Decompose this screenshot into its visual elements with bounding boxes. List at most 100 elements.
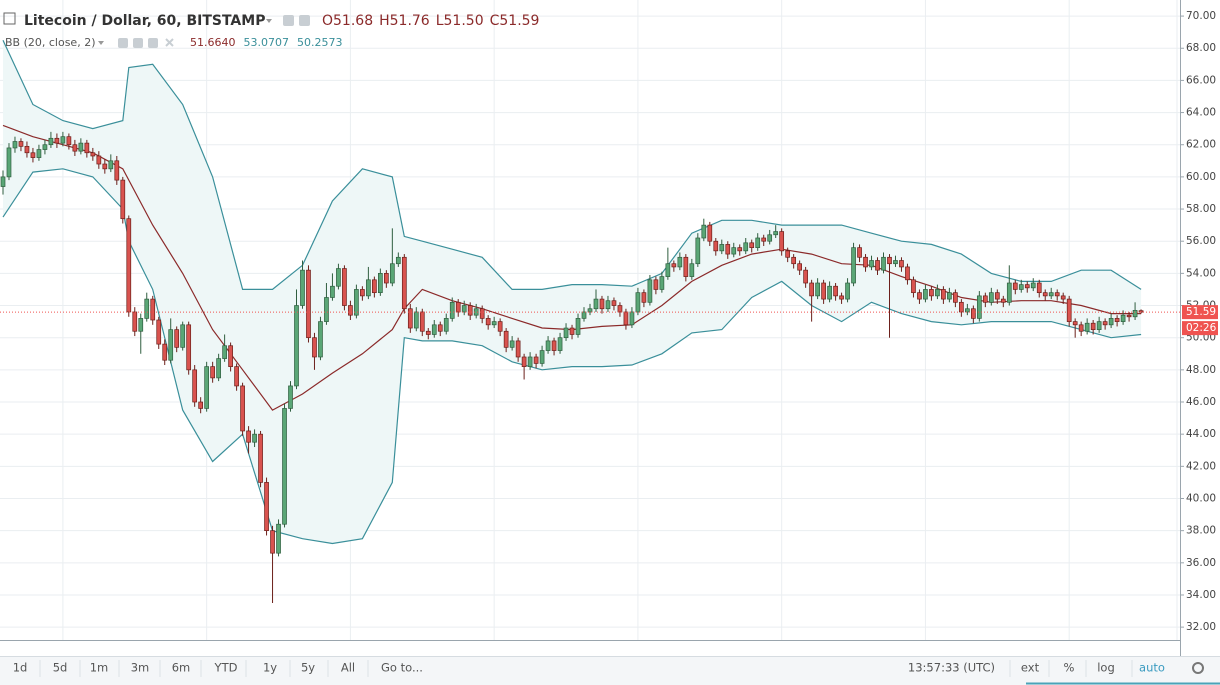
candle-body: [659, 276, 665, 290]
candle-body: [312, 337, 317, 358]
candle-body: [563, 327, 569, 339]
candle-body: [791, 256, 797, 265]
candle-body: [695, 237, 701, 265]
candle-body: [863, 256, 868, 268]
candle-body: [264, 482, 269, 532]
y-tick-label: 48.00: [1186, 364, 1216, 376]
candle-body: [455, 301, 461, 313]
toolbar-buttons: 1d 5d 1m 3m 6m YTD 1y 5y All Go to... 13:57:33 (UT…: [13, 660, 1165, 677]
candle-body: [1102, 321, 1108, 326]
candle-body: [198, 401, 204, 409]
candle-body: [401, 256, 407, 310]
icon[interactable]: [118, 38, 128, 48]
ohlc-value: C51.59: [490, 13, 540, 29]
range-button[interactable]: 1d: [13, 661, 28, 675]
candle-body: [204, 366, 209, 409]
candle-body: [971, 308, 976, 319]
candle-body: [18, 141, 24, 147]
candle-body: [318, 321, 323, 358]
candle-body: [210, 366, 215, 379]
candle-body: [893, 260, 898, 265]
candle-body: [623, 311, 629, 326]
candle-body: [342, 268, 347, 306]
dropdown-icon[interactable]: [98, 41, 104, 45]
candle-body: [222, 345, 227, 359]
candle-body: [6, 147, 12, 178]
candle-body: [701, 224, 707, 239]
candle-body: [425, 330, 431, 335]
candle-body: [467, 305, 473, 316]
candle-body: [96, 155, 102, 165]
candle-body: [527, 356, 533, 367]
icon[interactable]: [148, 38, 158, 48]
candle-body: [443, 318, 449, 332]
option-button[interactable]: ext: [1021, 661, 1040, 675]
y-tick-label: 62.00: [1186, 139, 1216, 151]
settings-icon[interactable]: [1192, 662, 1204, 674]
candle-body: [515, 340, 521, 358]
candle-body: [905, 266, 910, 281]
y-tick-label: 68.00: [1186, 42, 1216, 54]
range-button[interactable]: 1y: [263, 661, 277, 675]
range-button[interactable]: All: [341, 661, 355, 675]
candle-body: [767, 234, 773, 242]
close-icon[interactable]: [165, 38, 174, 47]
indicator-label: BB (20, close, 2): [5, 36, 96, 49]
range-button[interactable]: 1m: [90, 661, 109, 675]
option-button[interactable]: log: [1097, 661, 1115, 675]
candle-body: [1060, 295, 1066, 300]
range-button[interactable]: 6m: [172, 661, 191, 675]
icon[interactable]: [299, 15, 310, 26]
candle-body: [1024, 284, 1030, 289]
candle-body: [497, 321, 503, 332]
candle-body: [755, 237, 761, 248]
range-button[interactable]: 5y: [301, 661, 315, 675]
candle-body: [593, 298, 599, 310]
candle-body: [641, 292, 647, 303]
range-button[interactable]: YTD: [214, 661, 238, 675]
candle-body: [228, 345, 233, 367]
icon[interactable]: [133, 38, 143, 48]
icon[interactable]: [283, 15, 294, 26]
candle-body: [1120, 314, 1126, 322]
candle-body: [42, 144, 48, 150]
candle-body: [258, 433, 263, 483]
candle-body: [54, 137, 60, 144]
candle-body: [72, 144, 78, 152]
candle-body: [168, 329, 174, 361]
candle-body: [647, 279, 653, 303]
option-button[interactable]: auto: [1139, 661, 1165, 675]
candle-body: [282, 408, 287, 525]
candle-body: [982, 295, 988, 303]
option-button[interactable]: %: [1064, 661, 1075, 675]
candle-body: [180, 324, 186, 348]
candle-body: [102, 163, 108, 170]
candle-body: [360, 289, 365, 297]
candle-body: [665, 263, 671, 277]
candle-body: [449, 301, 455, 319]
candle-body: [395, 256, 401, 265]
dropdown-icon[interactable]: [266, 19, 272, 23]
candle-body: [324, 297, 329, 322]
candle-body: [234, 366, 239, 387]
range-button[interactable]: 5d: [53, 661, 68, 675]
goto-button[interactable]: Go to...: [381, 661, 423, 675]
candle-body: [941, 289, 946, 300]
range-button[interactable]: 3m: [131, 661, 150, 675]
candle-body: [1006, 282, 1012, 303]
candle-body: [509, 340, 515, 348]
y-axis: 32.00 34.00 36.00 38.00 40.00 42.00 44.00 46.00…: [1180, 10, 1218, 633]
candle-body: [90, 152, 96, 157]
collapse-icon[interactable]: [3, 12, 16, 25]
y-tick-label: 66.00: [1186, 74, 1216, 86]
candle-body: [599, 298, 605, 310]
candle-body: [545, 340, 551, 351]
candle-body: [587, 308, 593, 313]
candle-body: [833, 285, 838, 297]
y-tick-label: 56.00: [1186, 235, 1216, 247]
candle-body: [144, 298, 150, 319]
candle-body: [1066, 298, 1072, 322]
y-tick-label: 38.00: [1186, 525, 1216, 537]
ohlc-value: H51.76: [379, 13, 430, 29]
candle-body: [689, 263, 695, 277]
